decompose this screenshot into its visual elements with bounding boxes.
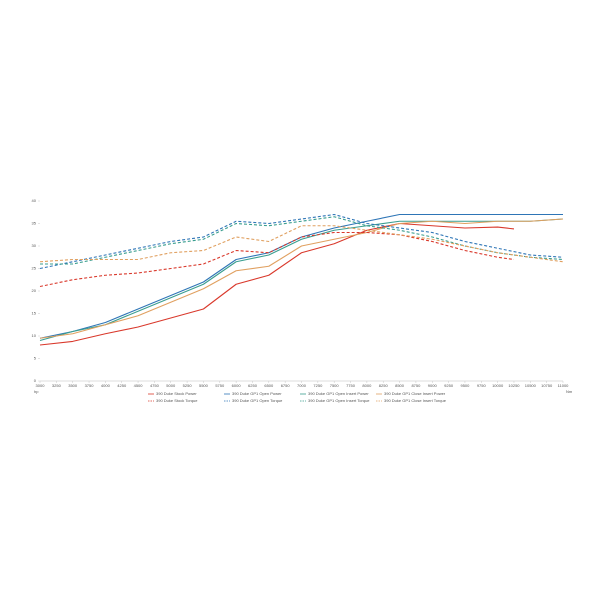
- x-tick-label: 9000: [428, 383, 438, 388]
- legend-label: 390 Duke GP1 Open Insert Torque: [308, 398, 370, 403]
- x-tick-label: 11000: [558, 383, 570, 388]
- y-axis-unit: hp: [34, 389, 39, 394]
- series-line: [39, 213, 563, 339]
- x-tick-label: 5250: [183, 383, 193, 388]
- x-tick-label: 4250: [117, 383, 127, 388]
- y-tick-label: 0: [34, 378, 37, 383]
- x-tick-label: 5750: [215, 383, 225, 388]
- x-tick-label: 8500: [395, 383, 405, 388]
- x-tick-label: 4500: [134, 383, 144, 388]
- x-tick-label: 8000: [362, 383, 372, 388]
- x-tick-label: 7000: [297, 383, 307, 388]
- x-tick-label: 8250: [379, 383, 389, 388]
- legend-label: 390 Duke GP1 Close Insert Power: [384, 391, 446, 396]
- x-tick-label: 7500: [330, 383, 340, 388]
- y-tick-label: 30: [32, 243, 37, 248]
- series-line: [39, 218, 564, 339]
- y-tick-label: 10: [32, 333, 37, 338]
- x-tick-label: 9750: [477, 383, 487, 388]
- x-tick-label: 6750: [281, 383, 291, 388]
- x-tick-label: 7750: [346, 383, 356, 388]
- series-line: [39, 231, 515, 288]
- y-tick-label: 5: [34, 356, 37, 361]
- x-tick-label: 10250: [508, 383, 520, 388]
- legend-label: 390 Duke GP1 Open Insert Power: [308, 391, 369, 396]
- series-line: [39, 222, 515, 346]
- x-tick-label: 10000: [492, 383, 504, 388]
- y-tick-label: 20: [32, 288, 37, 293]
- x-tick-label: 3750: [85, 383, 95, 388]
- legend-label: 390 Duke GP1 Open Torque: [232, 398, 283, 403]
- series-line: [39, 213, 564, 270]
- x-tick-label: 3500: [68, 383, 78, 388]
- series-line: [39, 218, 564, 342]
- x-tick-label: 10500: [525, 383, 537, 388]
- x-tick-label: 9250: [444, 383, 454, 388]
- x-tick-label: 10750: [541, 383, 553, 388]
- legend-label: 390 Duke GP1 Open Power: [232, 391, 282, 396]
- y-tick-label: 25: [32, 266, 37, 271]
- x-tick-label: 7250: [313, 383, 323, 388]
- y-tick-label: 15: [32, 311, 37, 316]
- legend-label: 390 Duke Stock Torque: [156, 398, 198, 403]
- legend-label: 390 Duke Stock Power: [156, 391, 197, 396]
- y-tick-label: 35: [32, 221, 37, 226]
- x-tick-label: 5000: [166, 383, 176, 388]
- x-tick-label: 3250: [52, 383, 62, 388]
- x-tick-label: 6250: [248, 383, 258, 388]
- x-tick-label: 4750: [150, 383, 160, 388]
- y2-axis-unit: Nm: [566, 389, 573, 394]
- x-tick-label: 4000: [101, 383, 111, 388]
- x-tick-label: 9500: [460, 383, 470, 388]
- x-tick-label: 8750: [411, 383, 421, 388]
- series-line: [39, 225, 564, 263]
- legend-label: 390 Duke GP1 Close Insert Torque: [384, 398, 447, 403]
- y-tick-label: 40: [32, 198, 37, 203]
- x-tick-label: 3000: [36, 383, 46, 388]
- x-tick-label: 6000: [232, 383, 242, 388]
- x-tick-label: 5500: [199, 383, 209, 388]
- x-tick-label: 6500: [264, 383, 274, 388]
